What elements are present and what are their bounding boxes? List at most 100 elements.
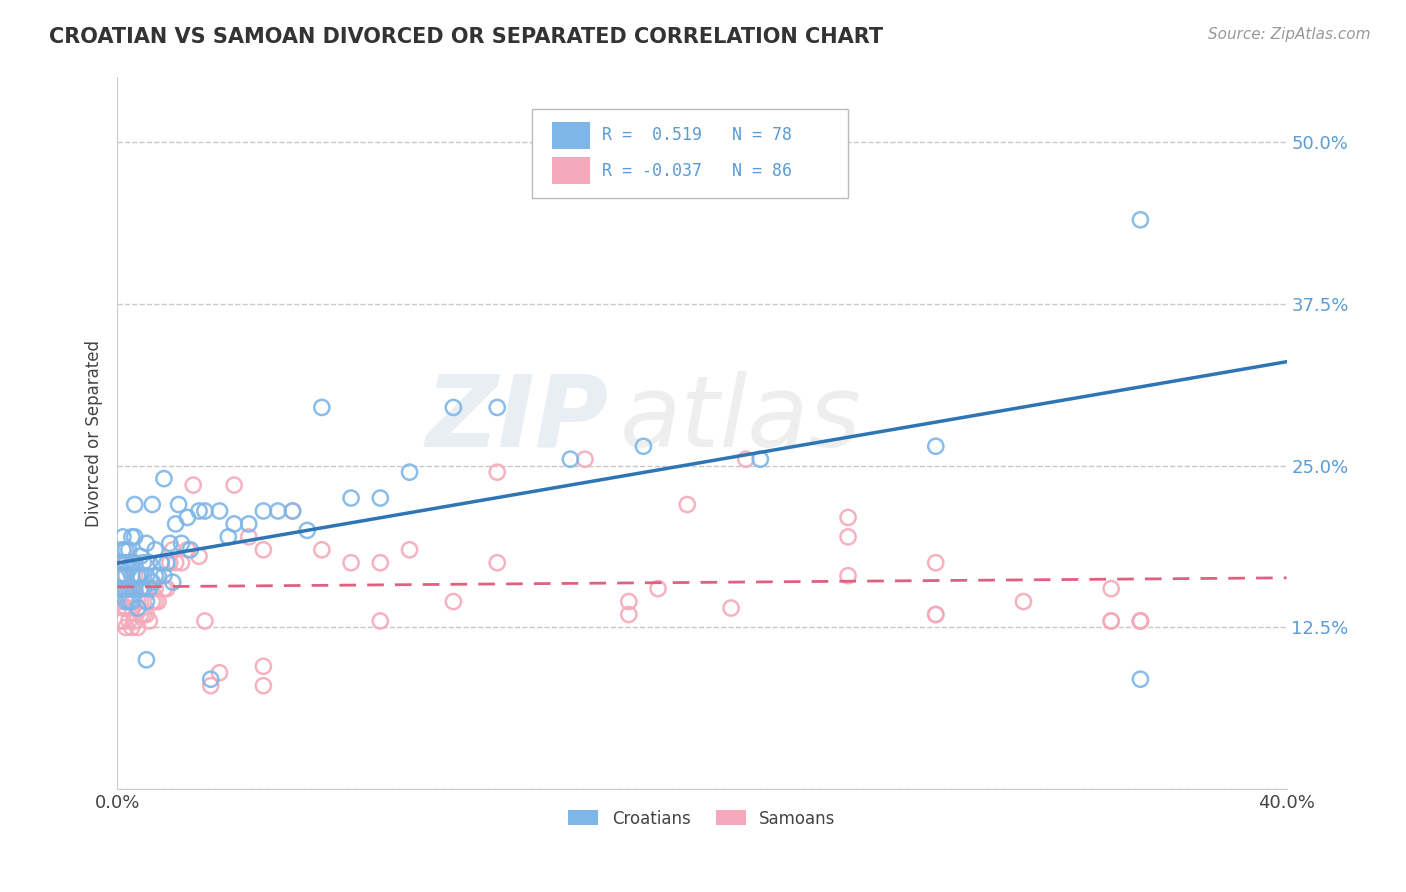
Point — [108, 614, 131, 628]
Point — [127, 620, 149, 634]
Point — [574, 452, 596, 467]
Point — [138, 582, 160, 596]
Point — [132, 607, 155, 622]
Point — [252, 542, 274, 557]
Point — [925, 607, 948, 622]
Point — [159, 536, 181, 550]
Point — [153, 582, 176, 596]
Point — [188, 549, 211, 564]
Legend: Croatians, Samoans: Croatians, Samoans — [562, 803, 842, 834]
Point — [267, 504, 290, 518]
Point — [135, 582, 157, 596]
Point — [176, 510, 198, 524]
Point — [121, 620, 143, 634]
Point — [115, 620, 138, 634]
Point — [167, 498, 190, 512]
Point — [617, 607, 640, 622]
Point — [368, 556, 391, 570]
Point — [340, 556, 363, 570]
Point — [121, 601, 143, 615]
Point — [129, 568, 152, 582]
Point — [121, 594, 143, 608]
Point — [162, 575, 184, 590]
Point — [118, 562, 141, 576]
Point — [118, 582, 141, 596]
Point — [135, 568, 157, 582]
Point — [108, 582, 131, 596]
Point — [118, 594, 141, 608]
Point — [200, 672, 222, 686]
Point — [837, 530, 859, 544]
Point — [143, 582, 166, 596]
Point — [633, 439, 655, 453]
Point — [676, 498, 699, 512]
Point — [340, 491, 363, 505]
Point — [194, 504, 217, 518]
Point — [115, 582, 138, 596]
Point — [165, 556, 187, 570]
Point — [124, 568, 146, 582]
Point — [176, 542, 198, 557]
Point — [238, 516, 260, 531]
Point — [127, 568, 149, 582]
Point — [127, 601, 149, 615]
Point — [118, 542, 141, 557]
Point — [118, 582, 141, 596]
Point — [112, 542, 135, 557]
Point — [170, 536, 193, 550]
Point — [170, 556, 193, 570]
Point — [141, 575, 163, 590]
Point — [121, 530, 143, 544]
Text: Source: ZipAtlas.com: Source: ZipAtlas.com — [1208, 27, 1371, 42]
Point — [297, 524, 319, 538]
Point — [156, 582, 179, 596]
Point — [224, 478, 246, 492]
Point — [398, 542, 420, 557]
Point — [112, 582, 135, 596]
Point — [153, 568, 176, 582]
Bar — [553, 121, 589, 149]
Point — [647, 582, 669, 596]
Point — [121, 582, 143, 596]
Point — [238, 530, 260, 544]
Point — [486, 401, 509, 415]
Point — [135, 536, 157, 550]
Point — [124, 498, 146, 512]
Point — [135, 653, 157, 667]
Point — [720, 601, 742, 615]
Point — [560, 452, 582, 467]
Point — [1099, 614, 1122, 628]
Point — [1129, 614, 1152, 628]
Point — [115, 556, 138, 570]
Point — [486, 556, 509, 570]
Point — [112, 614, 135, 628]
Point — [135, 594, 157, 608]
Point — [118, 594, 141, 608]
Text: R = -0.037   N = 86: R = -0.037 N = 86 — [603, 161, 793, 179]
Point — [281, 504, 304, 518]
Point — [121, 568, 143, 582]
Point — [129, 582, 152, 596]
Point — [837, 568, 859, 582]
Point — [150, 556, 173, 570]
Point — [179, 542, 201, 557]
Point — [129, 549, 152, 564]
Point — [108, 568, 131, 582]
Point — [1129, 614, 1152, 628]
Point — [925, 439, 948, 453]
Point — [127, 568, 149, 582]
Bar — [553, 157, 589, 185]
FancyBboxPatch shape — [533, 110, 848, 198]
Point — [115, 556, 138, 570]
Point — [129, 582, 152, 596]
Point — [127, 601, 149, 615]
Point — [132, 556, 155, 570]
Point — [837, 510, 859, 524]
Point — [486, 465, 509, 479]
Point — [925, 607, 948, 622]
Point — [135, 607, 157, 622]
Point — [252, 679, 274, 693]
Y-axis label: Divorced or Separated: Divorced or Separated — [86, 340, 103, 527]
Point — [208, 504, 231, 518]
Point — [165, 516, 187, 531]
